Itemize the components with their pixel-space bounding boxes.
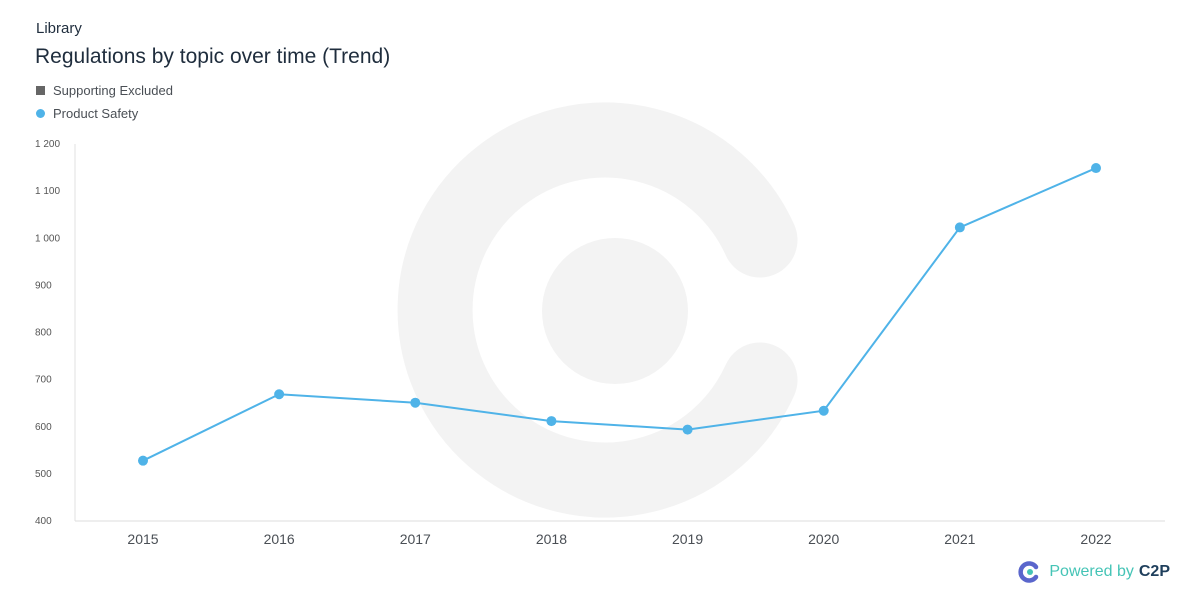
x-tick-label: 2020 [808,531,839,547]
y-tick-label: 400 [35,516,52,527]
y-tick-label: 900 [35,280,52,291]
x-tick-label: 2022 [1080,531,1111,547]
watermark-logo [397,102,798,518]
y-tick-label: 500 [35,469,52,480]
x-tick-label: 2017 [400,531,431,547]
data-point[interactable] [818,405,829,416]
brand-name: C2P [1138,563,1170,580]
data-point[interactable] [954,222,965,233]
y-tick-label: 1 100 [35,186,60,197]
x-tick-label: 2015 [127,531,158,547]
x-tick-label: 2018 [536,531,567,547]
x-tick-label: 2021 [944,531,975,547]
legend-circle-icon [36,109,45,118]
legend-label: Product Safety [53,106,139,121]
powered-by-label: Powered by [1049,563,1134,580]
page-eyebrow: Library [36,20,82,37]
chart-title: Regulations by topic over time (Trend) [35,45,391,68]
legend-square-icon [36,86,45,95]
x-tick-label: 2016 [264,531,295,547]
x-tick-label: 2019 [672,531,703,547]
series-line [142,167,1097,462]
data-point[interactable] [274,389,285,400]
y-tick-label: 600 [35,422,52,433]
data-point[interactable] [138,455,148,466]
y-tick-label: 1 200 [35,139,60,150]
legend-label: Supporting Excluded [53,83,173,98]
legend-item-supporting-excluded[interactable]: Supporting Excluded [36,79,173,102]
powered-by-badge[interactable]: Powered by C2P [1017,559,1170,585]
legend-item-product-safety[interactable]: Product Safety [36,102,173,125]
y-tick-label: 700 [35,375,52,386]
data-point[interactable] [682,424,693,435]
c2p-logo-icon [1018,561,1039,583]
data-point[interactable] [410,397,421,408]
data-point[interactable] [1091,163,1101,174]
chart-legend: Supporting Excluded Product Safety [36,79,173,125]
y-tick-label: 1 000 [35,233,60,244]
data-point[interactable] [546,416,557,427]
y-tick-label: 800 [35,328,52,339]
